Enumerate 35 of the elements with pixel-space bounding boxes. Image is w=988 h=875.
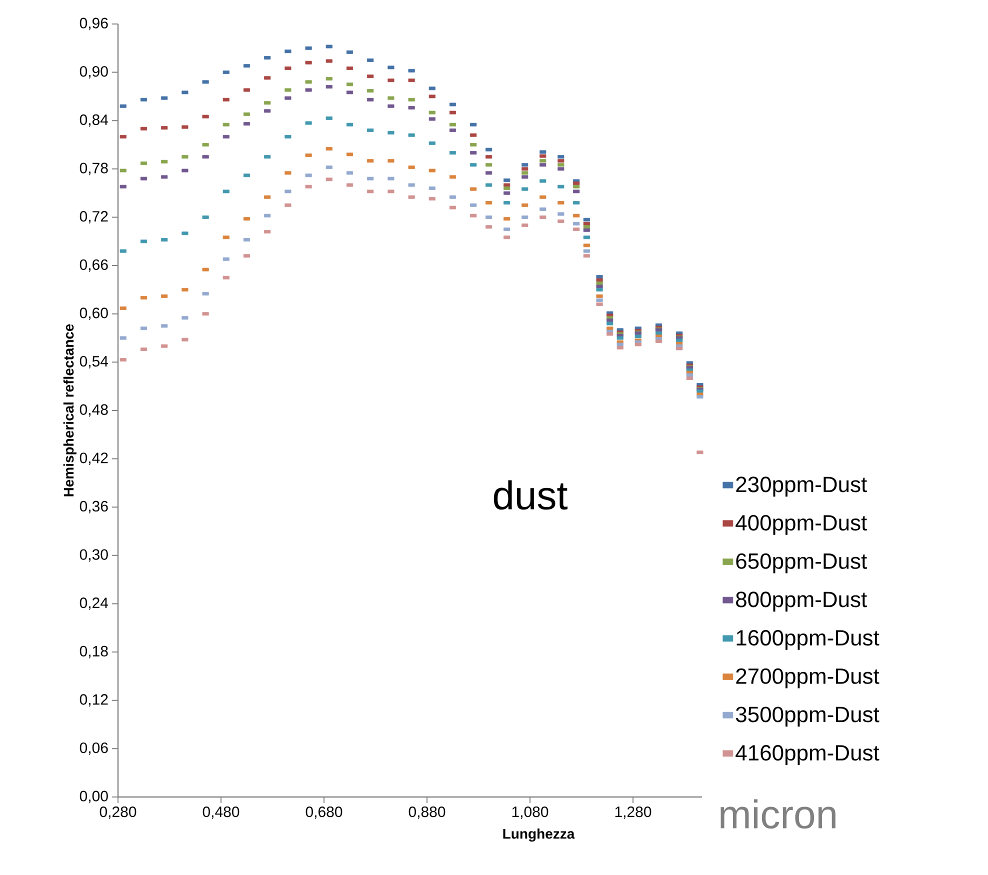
x-tick-label: 0,480 [202, 806, 240, 819]
x-tick-label: 1,080 [512, 806, 548, 819]
y-tick-label: 0,48 [80, 404, 108, 417]
x-tick-label: 0,880 [408, 806, 446, 819]
y-tick-label: 0,60 [80, 308, 108, 320]
legend-label: 650ppm-Dust [736, 553, 867, 574]
text: micron [720, 799, 836, 829]
legend-label: 1600ppm-Dust [736, 630, 880, 650]
x-tick-label: 0,680 [306, 806, 342, 819]
y-tick-label: 0,90 [80, 66, 108, 78]
y-tick-label: 0,24 [80, 598, 108, 610]
annotation: dust [494, 480, 568, 510]
x-tick-label: 1,280 [615, 806, 652, 819]
legend-label: 230ppm-Dust [736, 476, 867, 497]
legend-label: 400ppm-Dust [736, 514, 867, 535]
y-tick-label: 0,54 [80, 356, 108, 368]
y-tick-label: 0,00 [80, 790, 108, 804]
y-tick-label: 0,12 [80, 694, 108, 707]
y-tick-label: 0,66 [80, 259, 108, 272]
x-tick-label: 0,280 [100, 806, 136, 819]
y-axis-title: Hemispherical reflectance [63, 324, 76, 496]
y-tick-label: 0,96 [80, 18, 108, 30]
y-tick-label: 0,30 [80, 549, 108, 562]
y-tick-label: 0,06 [80, 742, 108, 755]
y-tick-label: 0,36 [80, 500, 108, 514]
x-axis-title: Lunghezza [503, 828, 575, 842]
legend-label: 2700ppm-Dust [736, 668, 880, 688]
y-tick-label: 0,78 [80, 162, 108, 176]
legend-label: 4160ppm-Dust [736, 745, 880, 765]
y-tick-label: 0,84 [80, 114, 108, 127]
y-tick-label: 0,18 [80, 646, 108, 658]
legend-label: 3500ppm-Dust [736, 706, 880, 727]
legend-label: 800ppm-Dust [736, 592, 867, 612]
y-tick-label: 0,72 [80, 211, 108, 224]
y-tick-label: 0,42 [80, 452, 108, 465]
